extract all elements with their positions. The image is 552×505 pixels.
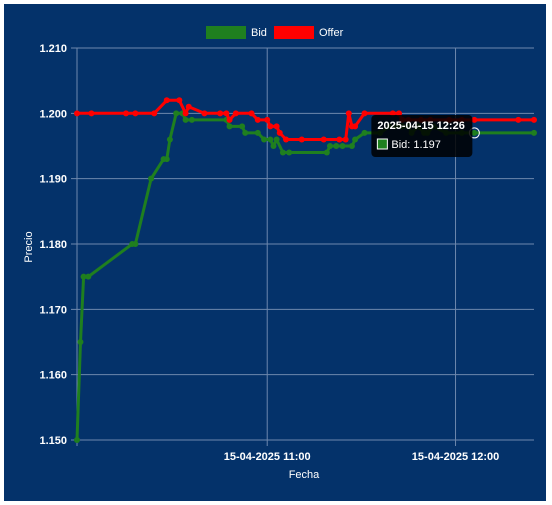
data-point-offer[interactable] (122, 110, 129, 117)
data-point-bid[interactable] (333, 143, 340, 149)
y-tick-label: 1.180 (39, 239, 67, 251)
data-point-offer[interactable] (273, 123, 280, 130)
data-point-offer[interactable] (396, 110, 403, 117)
data-point-bid[interactable] (254, 129, 261, 136)
data-point-offer[interactable] (88, 110, 95, 117)
data-point-bid[interactable] (85, 273, 92, 280)
line-chart: 1.150 1.160 1.170 1.180 1.190 1.200 1.210 15-0… (23, 26, 537, 481)
data-point-offer[interactable] (223, 110, 230, 117)
data-point-bid[interactable] (286, 149, 293, 156)
data-point-offer[interactable] (336, 136, 343, 143)
tooltip-swatch (376, 138, 388, 150)
data-point-bid[interactable] (132, 241, 139, 247)
data-point-offer[interactable] (276, 129, 283, 136)
data-point-offer[interactable] (182, 110, 189, 117)
data-point-offer[interactable] (531, 116, 537, 123)
x-tick-label: 15-04-2025 12:00 (412, 451, 499, 463)
legend-swatch-bid[interactable] (206, 26, 246, 39)
data-point-offer[interactable] (254, 116, 261, 123)
data-point-offer[interactable] (342, 136, 349, 143)
data-point-offer[interactable] (267, 123, 274, 130)
data-point-offer[interactable] (217, 110, 224, 117)
data-point-bid[interactable] (74, 437, 80, 443)
data-point-bid[interactable] (188, 116, 195, 123)
data-point-bid[interactable] (239, 123, 246, 130)
data-point-offer[interactable] (264, 116, 271, 123)
data-point-offer[interactable] (515, 116, 522, 123)
data-point-bid[interactable] (273, 136, 280, 143)
data-point-bid[interactable] (361, 129, 368, 136)
series-bid (74, 110, 537, 443)
data-point-bid[interactable] (242, 129, 249, 136)
data-point-offer[interactable] (320, 136, 327, 143)
data-point-bid[interactable] (531, 129, 537, 136)
y-axis: 1.150 1.160 1.170 1.180 1.190 1.200 1.210 (39, 43, 67, 447)
chart-frame: 1.150 1.160 1.170 1.180 1.190 1.200 1.210 15-0… (4, 4, 546, 501)
data-point-bid[interactable] (148, 175, 155, 182)
data-point-bid[interactable] (182, 116, 189, 123)
data-point-offer[interactable] (185, 103, 192, 110)
data-point-offer[interactable] (345, 110, 352, 117)
data-point-bid[interactable] (323, 149, 330, 156)
legend-label-bid[interactable]: Bid (251, 27, 267, 39)
y-tick-label: 1.150 (39, 435, 67, 447)
data-point-offer[interactable] (132, 110, 139, 117)
x-axis: 15-04-2025 11:00 15-04-2025 12:00 (224, 451, 499, 463)
data-point-bid[interactable] (226, 123, 233, 130)
legend-swatch-offer[interactable] (274, 26, 314, 39)
data-point-bid[interactable] (173, 110, 180, 117)
data-point-bid[interactable] (352, 136, 359, 143)
data-point-bid[interactable] (339, 143, 346, 149)
data-point-offer[interactable] (74, 110, 80, 117)
data-point-offer[interactable] (201, 110, 208, 117)
data-point-offer[interactable] (151, 110, 158, 117)
data-point-bid[interactable] (261, 136, 268, 143)
tooltip-label: Bid: 1.197 (391, 139, 441, 151)
legend[interactable]: Bid Offer (206, 26, 344, 39)
data-point-offer[interactable] (298, 136, 305, 143)
y-axis-title: Precio (23, 231, 35, 262)
data-point-bid[interactable] (77, 339, 84, 345)
data-point-bid[interactable] (270, 143, 277, 149)
data-point-bid[interactable] (348, 143, 355, 149)
data-point-bid[interactable] (80, 273, 87, 280)
legend-label-offer[interactable]: Offer (319, 27, 344, 39)
x-tick-label: 15-04-2025 11:00 (224, 451, 311, 463)
y-tick-label: 1.170 (39, 304, 67, 316)
data-point-offer[interactable] (163, 97, 170, 104)
grid (71, 47, 534, 446)
data-point-bid[interactable] (279, 149, 286, 156)
tooltip-title: 2025-04-15 12:26 (377, 120, 464, 132)
data-point-offer[interactable] (226, 116, 233, 123)
data-point-offer[interactable] (389, 110, 396, 117)
tooltip: 2025-04-15 12:26 Bid: 1.197 (371, 115, 480, 157)
y-tick-label: 1.200 (39, 108, 67, 120)
y-tick-label: 1.210 (39, 43, 67, 55)
data-point-offer[interactable] (283, 136, 290, 143)
data-point-bid[interactable] (166, 136, 173, 143)
tooltip-box (371, 115, 473, 157)
data-point-offer[interactable] (232, 110, 239, 117)
x-axis-title: Fecha (289, 469, 320, 481)
data-point-bid[interactable] (326, 143, 333, 149)
y-tick-label: 1.190 (39, 174, 67, 186)
data-point-offer[interactable] (352, 123, 359, 130)
data-point-bid[interactable] (163, 156, 170, 163)
data-point-offer[interactable] (176, 97, 183, 104)
data-point-offer[interactable] (471, 116, 478, 123)
y-tick-label: 1.160 (39, 370, 67, 382)
data-point-offer[interactable] (361, 110, 368, 117)
series-line-bid (75, 111, 534, 441)
data-point-bid[interactable] (471, 129, 478, 136)
data-point-bid[interactable] (267, 136, 274, 143)
data-point-offer[interactable] (248, 110, 255, 117)
